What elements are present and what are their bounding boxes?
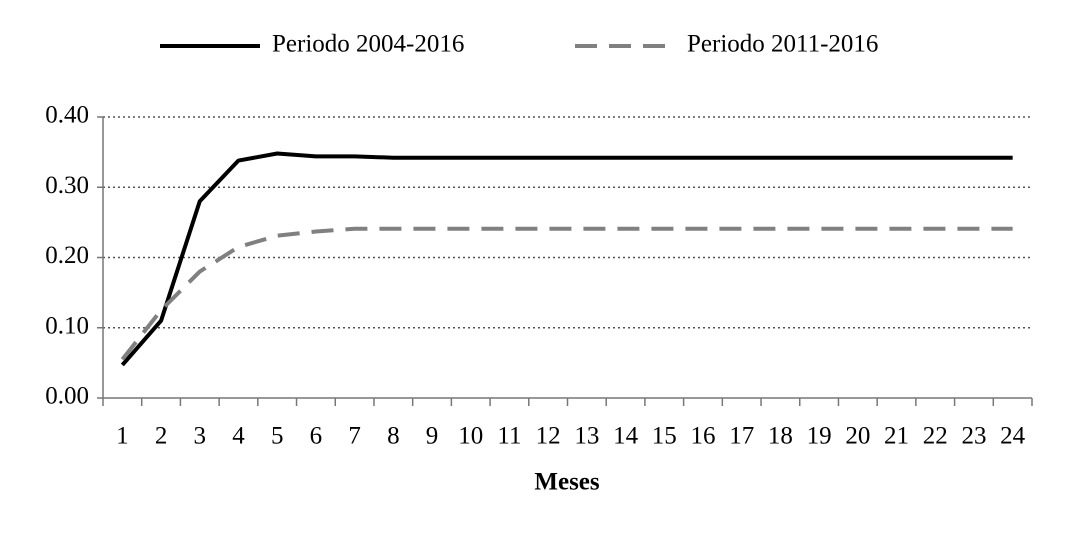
x-tick-label: 19 — [807, 423, 832, 450]
y-tick-label: 0.30 — [45, 172, 89, 199]
x-tick-label: 9 — [426, 423, 439, 450]
x-tick-label: 6 — [310, 423, 323, 450]
x-tick-label: 14 — [613, 423, 639, 450]
x-tick-label: 13 — [574, 423, 599, 450]
x-tick-label: 16 — [690, 423, 715, 450]
legend-label: Periodo 2004-2016 — [272, 31, 464, 58]
x-tick-label: 12 — [536, 423, 561, 450]
x-tick-label: 22 — [923, 423, 948, 450]
line-series — [120, 151, 1013, 367]
x-tick-label: 5 — [271, 423, 284, 450]
y-tick-label: 0.10 — [45, 312, 89, 339]
legend-label: Periodo 2011-2016 — [687, 31, 878, 58]
x-tick-label: 18 — [768, 423, 793, 450]
x-tick-label: 20 — [845, 423, 870, 450]
line-series — [120, 226, 1013, 361]
x-tick-label: 10 — [458, 423, 483, 450]
x-axis-label: Meses — [534, 469, 600, 496]
x-tick-label: 7 — [348, 423, 361, 450]
x-tick-label: 24 — [1000, 423, 1026, 450]
x-tick-label: 17 — [729, 423, 754, 450]
x-tick-label: 11 — [497, 423, 521, 450]
x-tick-label: 1 — [116, 423, 129, 450]
x-tick-label: 3 — [194, 423, 207, 450]
x-tick-label: 4 — [232, 423, 245, 450]
x-tick-label: 15 — [652, 423, 677, 450]
x-tick-label: 8 — [387, 423, 400, 450]
x-tick-label: 21 — [884, 423, 909, 450]
y-tick-label: 0.40 — [45, 102, 89, 129]
y-tick-label: 0.20 — [45, 242, 89, 269]
x-tick-label: 2 — [155, 423, 168, 450]
x-tick-label: 23 — [961, 423, 986, 450]
y-tick-label: 0.00 — [45, 383, 89, 410]
